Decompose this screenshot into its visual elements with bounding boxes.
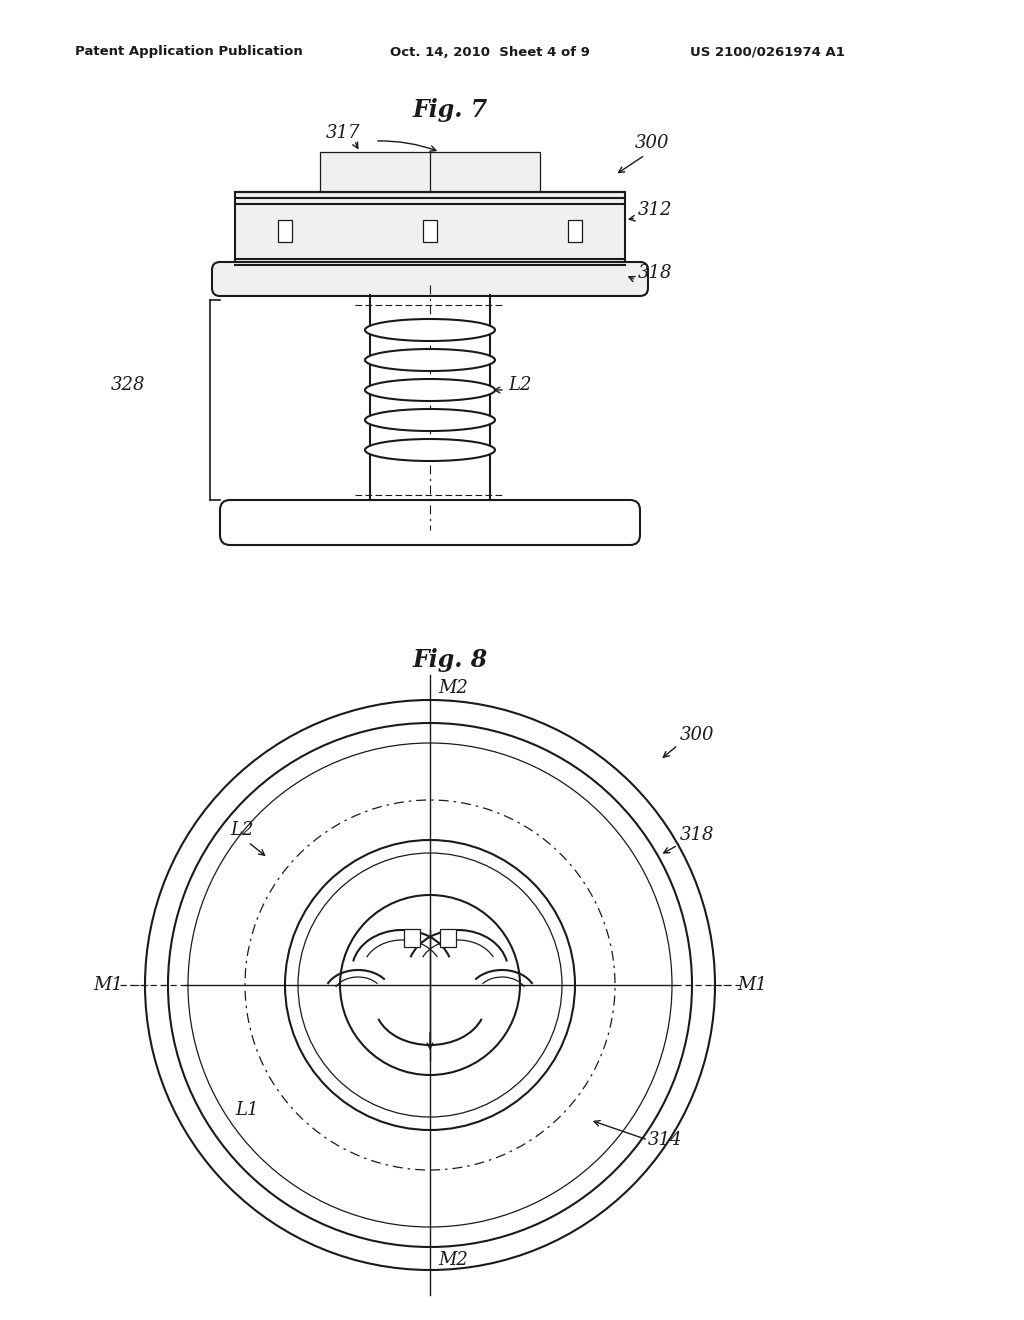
Ellipse shape	[365, 348, 495, 371]
Bar	[423, 220, 437, 242]
Text: L1: L1	[234, 1101, 258, 1119]
Text: US 2100/0261974 A1: US 2100/0261974 A1	[690, 45, 845, 58]
Text: 328: 328	[111, 376, 145, 393]
Text: 318: 318	[680, 826, 715, 843]
Bar	[404, 929, 420, 946]
Text: L2: L2	[508, 376, 531, 393]
Text: 318: 318	[638, 264, 673, 282]
Text: Fig. 8: Fig. 8	[413, 648, 487, 672]
Ellipse shape	[365, 379, 495, 401]
Text: 312: 312	[638, 201, 673, 219]
Text: 300: 300	[680, 726, 715, 744]
Text: M1: M1	[737, 975, 767, 994]
Text: Patent Application Publication: Patent Application Publication	[75, 45, 303, 58]
Bar	[568, 220, 582, 242]
Bar	[278, 220, 292, 242]
Text: 317: 317	[326, 124, 360, 143]
Text: M2: M2	[438, 1251, 468, 1269]
Text: 314: 314	[648, 1131, 683, 1148]
Ellipse shape	[365, 409, 495, 432]
Bar	[234, 191, 625, 265]
Text: Oct. 14, 2010  Sheet 4 of 9: Oct. 14, 2010 Sheet 4 of 9	[390, 45, 590, 58]
Ellipse shape	[365, 440, 495, 461]
Text: Fig. 7: Fig. 7	[413, 98, 487, 121]
Text: M2: M2	[438, 678, 468, 697]
Text: 300: 300	[635, 135, 670, 152]
FancyBboxPatch shape	[212, 261, 648, 296]
Text: M1: M1	[93, 975, 123, 994]
Text: L2: L2	[230, 821, 254, 840]
Bar	[319, 152, 540, 191]
Bar	[440, 929, 456, 946]
Ellipse shape	[365, 319, 495, 341]
FancyBboxPatch shape	[220, 500, 640, 545]
